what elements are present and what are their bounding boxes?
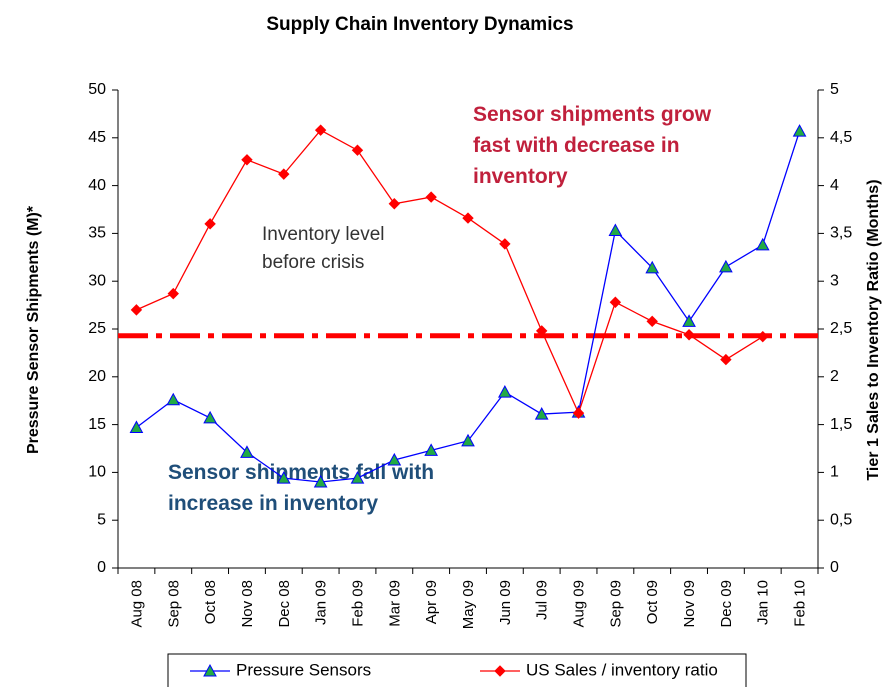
series-line <box>136 130 801 483</box>
point <box>497 385 512 398</box>
y2-tick-label: 4 <box>830 177 839 194</box>
point <box>462 212 474 224</box>
y2-tick-label: 0,5 <box>830 511 852 528</box>
y2-axis-title: Tier 1 Sales to Inventory Ratio (Months) <box>865 179 882 480</box>
point <box>645 260 660 274</box>
legend-box <box>167 653 747 687</box>
point <box>792 124 807 137</box>
point <box>719 259 733 273</box>
x-tick-label: Apr 09 <box>423 580 440 624</box>
x-tick-label: Dec 09 <box>718 580 735 628</box>
x-tick-label: Aug 08 <box>128 580 145 628</box>
point <box>494 665 506 677</box>
point <box>313 474 328 488</box>
point <box>683 329 695 341</box>
point <box>608 223 623 237</box>
point <box>535 325 548 337</box>
point <box>203 410 217 424</box>
point <box>129 420 144 433</box>
point <box>757 330 769 343</box>
y-tick-label: 25 <box>88 320 106 337</box>
x-tick-label: Dec 08 <box>276 580 293 628</box>
point <box>314 124 327 136</box>
point <box>203 663 217 677</box>
point <box>387 452 402 466</box>
y2-tick-label: 3 <box>830 272 839 289</box>
point <box>278 168 290 180</box>
point <box>240 445 254 458</box>
point <box>609 296 622 308</box>
y-tick-label: 50 <box>88 81 106 98</box>
y-tick-label: 40 <box>88 177 106 194</box>
x-tick-label: Oct 08 <box>202 580 219 624</box>
y-tick-label: 0 <box>97 559 106 576</box>
point <box>720 353 732 366</box>
y-tick-label: 20 <box>88 368 106 385</box>
x-tick-label: Nov 08 <box>239 580 256 628</box>
y-tick-label: 5 <box>97 511 106 528</box>
y-tick-label: 45 <box>88 129 106 146</box>
y2-tick-label: 2,5 <box>830 320 852 337</box>
y2-tick-label: 4,5 <box>830 129 852 146</box>
point <box>499 238 511 250</box>
x-tick-label: Feb 09 <box>349 580 366 627</box>
legend-label: US Sales / inventory ratio <box>526 660 718 679</box>
point <box>204 218 216 230</box>
point <box>351 144 364 156</box>
annotation: Sensor shipments grow <box>473 103 712 126</box>
y2-tick-label: 2 <box>830 368 839 385</box>
point <box>682 314 696 327</box>
x-tick-label: Jan 10 <box>755 580 772 625</box>
point <box>388 198 401 210</box>
y-tick-label: 30 <box>88 272 106 289</box>
point <box>130 304 143 316</box>
reference-label: before crisis <box>262 252 364 273</box>
y-tick-label: 10 <box>88 464 106 481</box>
chart-title: Supply Chain Inventory Dynamics <box>266 14 573 35</box>
annotation: Sensor shipments fall with <box>168 461 434 484</box>
x-tick-label: Aug 09 <box>571 580 588 628</box>
y2-tick-label: 3,5 <box>830 225 852 242</box>
point <box>350 471 365 484</box>
reference-label: Inventory level <box>262 224 385 245</box>
x-tick-label: Oct 09 <box>644 580 661 624</box>
x-tick-label: Sep 08 <box>165 580 182 628</box>
point <box>166 392 181 406</box>
y-tick-label: 35 <box>88 225 106 242</box>
point <box>646 315 658 328</box>
y-tick-label: 15 <box>88 416 106 433</box>
annotation: inventory <box>473 165 568 188</box>
x-tick-label: Jul 09 <box>534 580 551 620</box>
series-line <box>136 129 764 415</box>
point <box>461 433 475 447</box>
annotation: fast with decrease in <box>473 134 680 157</box>
y2-tick-label: 1 <box>830 464 839 481</box>
point <box>755 237 770 251</box>
y2-tick-label: 0 <box>830 559 839 576</box>
x-tick-label: May 09 <box>460 580 477 629</box>
y-axis-title: Pressure Sensor Shipments (M)* <box>25 205 42 454</box>
point <box>425 191 437 203</box>
x-tick-label: Mar 09 <box>386 580 403 627</box>
x-tick-label: Sep 09 <box>607 580 624 628</box>
x-tick-label: Nov 09 <box>681 580 698 628</box>
point <box>276 471 291 484</box>
point <box>572 407 585 419</box>
point <box>241 154 253 166</box>
x-tick-label: Jan 09 <box>313 580 330 625</box>
point <box>167 287 179 300</box>
y2-tick-label: 1,5 <box>830 416 852 433</box>
annotation: increase in inventory <box>168 492 378 515</box>
legend-label: Pressure Sensors <box>236 660 371 679</box>
x-tick-label: Jun 09 <box>497 580 514 625</box>
y2-tick-label: 5 <box>830 81 839 98</box>
point <box>424 443 439 456</box>
x-tick-label: Feb 10 <box>792 580 809 627</box>
point <box>534 407 549 420</box>
